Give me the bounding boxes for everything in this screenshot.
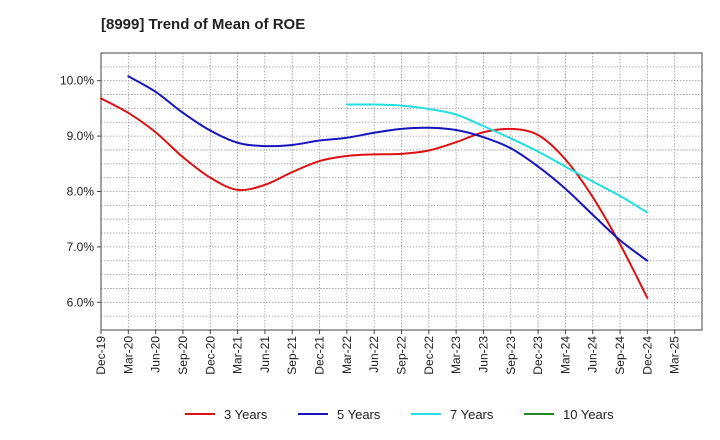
series-lines [100,75,649,299]
x-tick-label: Jun-20 [149,336,163,373]
x-tick-label: Sep-22 [395,336,409,375]
grid [101,53,702,330]
x-tick-label: Sep-20 [176,336,190,375]
x-tick-label: Sep-23 [504,336,518,375]
legend: 3 Years 5 Years 7 Years 10 Years [185,407,614,422]
y-tick-label: 10.0% [60,74,94,88]
x-tick-label: Mar-24 [558,336,572,374]
x-tick-label: Dec-24 [640,336,654,375]
legend-label-3-years: 3 Years [224,407,268,422]
x-tick-label: Mar-20 [121,336,135,374]
x-tick-label: Jun-21 [258,336,272,373]
x-tick-label: Jun-24 [586,336,600,373]
x-tick-label: Dec-23 [531,336,545,375]
series-line-3-years [100,97,649,299]
y-tick-label: 9.0% [67,129,95,143]
x-tick-label: Mar-23 [449,336,463,374]
legend-label-10-years: 10 Years [563,407,614,422]
x-axis: Dec-19 Mar-20 Jun-20 Sep-20 Dec-20 Mar-21 Jun-… [94,330,682,375]
x-tick-label: Dec-19 [94,336,108,375]
legend-label-5-years: 5 Years [337,407,381,422]
x-tick-label: Jun-23 [476,336,490,373]
y-axis: 6.0% 7.0% 8.0% 9.0% 10.0% [60,74,101,309]
x-tick-label: Sep-24 [613,336,627,375]
series-line-5-years [127,75,649,262]
x-tick-label: Mar-25 [668,336,682,374]
y-tick-label: 6.0% [67,295,95,309]
x-tick-label: Dec-21 [313,336,327,375]
y-tick-label: 8.0% [67,185,95,199]
x-tick-label: Dec-22 [422,336,436,375]
x-tick-label: Dec-20 [203,336,217,375]
chart-title: [8999] Trend of Mean of ROE [101,16,305,33]
x-tick-label: Jun-22 [367,336,381,373]
x-tick-label: Mar-21 [231,336,245,374]
series-line-7-years [345,103,649,214]
legend-label-7-years: 7 Years [450,407,494,422]
y-tick-label: 7.0% [67,240,95,254]
x-tick-label: Sep-21 [285,336,299,375]
x-tick-label: Mar-22 [340,336,354,374]
